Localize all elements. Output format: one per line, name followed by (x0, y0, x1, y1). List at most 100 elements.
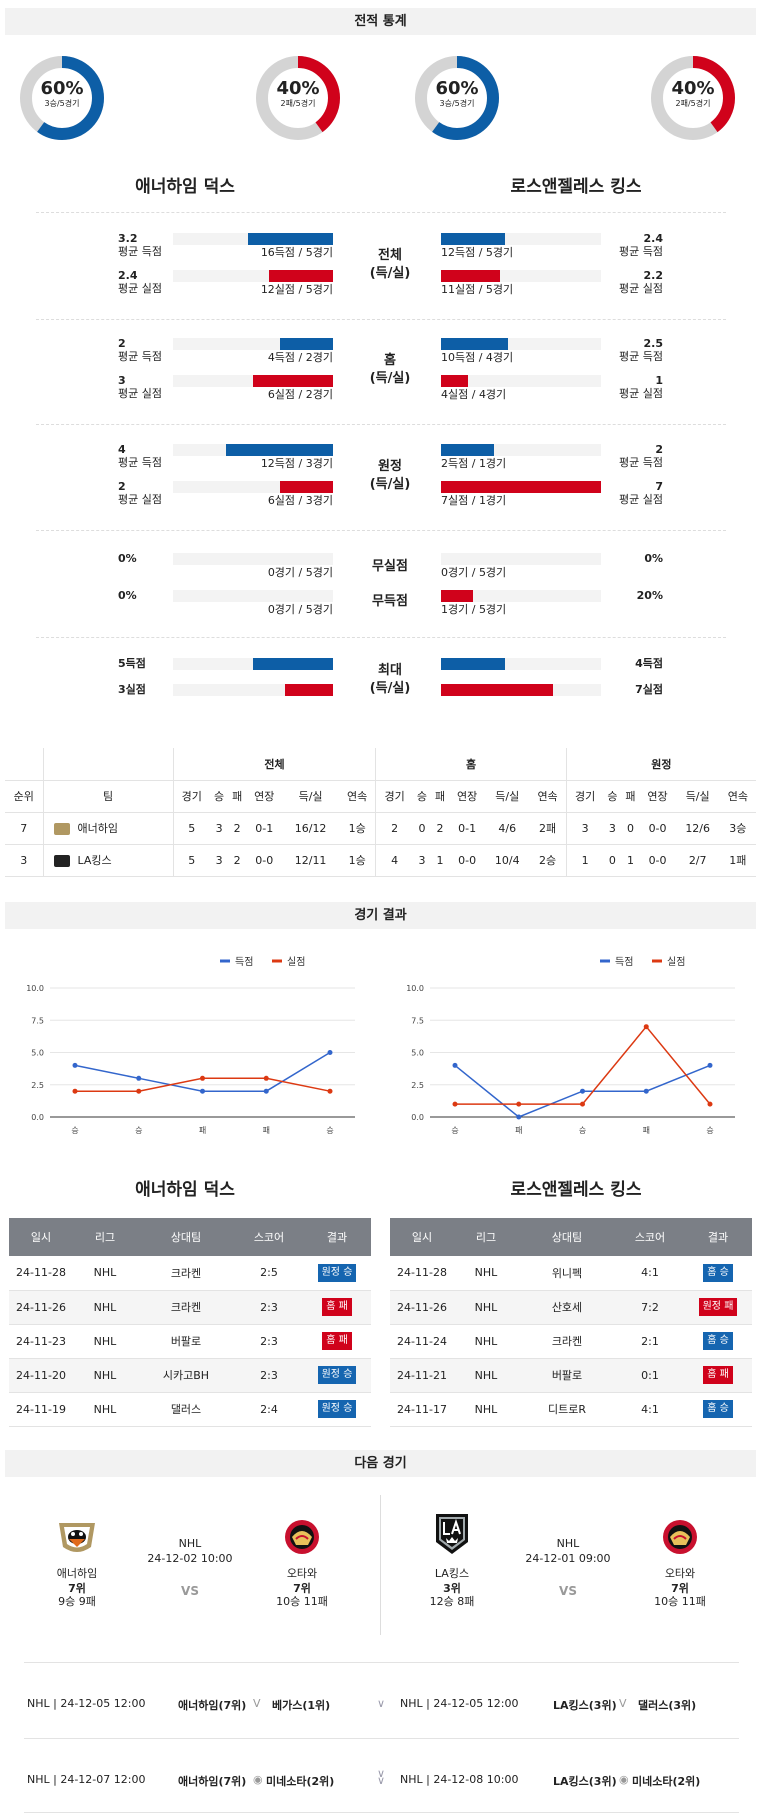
table-row: 24-11-26 NHL 크라켄 2:3 홈 패 (9, 1290, 371, 1325)
stat-value: 2.2 (643, 269, 664, 282)
ng1-team1-name: 애너하임 (56, 1567, 98, 1580)
donut-chart (651, 56, 735, 140)
score-cell: 0:1 (616, 1358, 684, 1393)
x-tick-label: 패 (643, 1125, 650, 1135)
opponent-cell: 크라켄 (137, 1256, 235, 1291)
stat-value: 7 (655, 480, 663, 493)
stat-label: 평균 실점 (619, 493, 663, 506)
stat-cell: 2 (228, 844, 247, 877)
home-team-name-2: 애너하임 덕스 (135, 1180, 235, 1200)
col-header: 득/실 (282, 780, 339, 813)
upcoming-2-right-icon: ◉ (619, 1773, 629, 1786)
result-badge: 원정 패 (698, 1298, 738, 1316)
stat-value: 3.2 (118, 232, 138, 245)
stat-bar (280, 481, 333, 493)
donut-label: 60% 3승/5경기 (412, 79, 502, 109)
date-cell: 24-11-28 (9, 1256, 73, 1291)
results-header: 일시 (9, 1218, 73, 1256)
col-header: 경기 (172, 780, 211, 813)
stat-label: 평균 득점 (619, 245, 663, 258)
result-cell: 홈 패 (684, 1358, 752, 1393)
donut-label: 40% 2패/5경기 (253, 79, 343, 109)
date-cell: 24-11-21 (390, 1358, 454, 1393)
stat-cell: 2 (431, 812, 450, 845)
y-tick-label: 0.0 (31, 1113, 44, 1122)
stat-cell: 3 (565, 812, 604, 845)
stat-cell: 2 (375, 812, 413, 845)
divider (36, 319, 726, 320)
stat-bar (441, 658, 505, 670)
x-tick-label: 승 (451, 1126, 458, 1135)
bar-track (441, 375, 601, 387)
bar-caption: 4득점 / 2경기 (267, 351, 333, 364)
stat-value: 2.5 (643, 337, 664, 350)
data-point (136, 1088, 142, 1094)
bar-track (441, 553, 601, 565)
data-point (580, 1101, 585, 1107)
away-results-table: 일시 리그 상대팀 스코어 결과 24-11-28 NHL 위니펙 4:1 홈 승 24-11-26… (390, 1218, 752, 1427)
league-cell: NHL (454, 1256, 518, 1291)
stat-value: 4 (118, 443, 126, 456)
col-header: 연속 (529, 780, 567, 813)
stat-bar (441, 375, 468, 387)
away-team-name-2: 로스앤젤레스 킹스 (510, 1180, 642, 1200)
col-rank: 순위 (5, 780, 43, 813)
stat-cell: 1패 (719, 844, 756, 877)
data-point (72, 1062, 78, 1068)
col-header: 연속 (719, 780, 756, 813)
stat-cell: 4 (375, 844, 413, 877)
home-results-table: 일시 리그 상대팀 스코어 결과 24-11-28 NHL 크라켄 2:5 원정 승 24-11-2… (9, 1218, 371, 1427)
bar-track (173, 590, 333, 602)
double-chevron-down-icon[interactable]: ∨ ∨ (377, 1767, 386, 1787)
stat-value: 20% (636, 589, 663, 602)
score-cell: 4:1 (616, 1392, 684, 1427)
donut-label: 40% 2패/5경기 (648, 79, 738, 109)
league-cell: NHL (454, 1290, 518, 1325)
stat-value: 2.4 (643, 232, 664, 245)
chevron-down-icon[interactable]: ∨ (377, 1697, 386, 1710)
stat-cell: 2승 (529, 844, 567, 877)
ng2-vs: VS (559, 1584, 577, 1598)
stat-label: 평균 득점 (118, 350, 162, 363)
date-cell: 24-11-19 (9, 1392, 73, 1427)
table-row: 24-11-28 NHL 크라켄 2:5 원정 승 (9, 1256, 371, 1291)
ng2-team1-name: LA킹스 (434, 1567, 470, 1580)
stat-label: 평균 실점 (118, 387, 162, 400)
y-tick-label: 5.0 (31, 1049, 44, 1058)
donut-percent: 40% (671, 78, 715, 99)
bar-track (173, 553, 333, 565)
stat-cell: 1승 (338, 812, 376, 845)
ducks-logo-icon (53, 823, 70, 835)
team-cell: 애너하임 (42, 812, 173, 845)
ng1-team2-name: 오타와 (286, 1567, 318, 1580)
col-header: 패 (228, 780, 247, 813)
opponent-cell: 위니펙 (518, 1256, 616, 1291)
result-cell: 홈 승 (684, 1392, 752, 1427)
section-match-results: 경기 결과 (5, 902, 756, 929)
stat-cell: 4/6 (485, 812, 530, 845)
bar-caption: 12득점 / 5경기 (441, 246, 514, 259)
next-game-divider (380, 1495, 381, 1635)
ng1-team1-rank: 7위 (68, 1582, 86, 1595)
score-cell: 4:1 (616, 1256, 684, 1291)
donut-chart (415, 56, 499, 140)
data-point (72, 1088, 78, 1094)
stat-value: 1 (655, 374, 663, 387)
group-label-sub: (득/실) (369, 371, 411, 386)
league-cell: NHL (454, 1392, 518, 1427)
table-row: 24-11-17 NHL 디트로R 4:1 홈 승 (390, 1392, 752, 1427)
bar-track (441, 590, 601, 602)
result-cell: 원정 패 (684, 1290, 752, 1325)
stat-value: 3실점 (118, 683, 146, 696)
stat-value: 2 (118, 337, 126, 350)
donut-subtext: 2패/5경기 (675, 99, 711, 108)
team-cell: LA킹스 (42, 844, 173, 877)
stat-label: 평균 득점 (118, 245, 162, 258)
table-row: 24-11-19 NHL 댈러스 2:4 원정 승 (9, 1392, 371, 1427)
league-cell: NHL (73, 1392, 137, 1427)
stat-label: 평균 실점 (619, 282, 663, 295)
upcoming-2-left-team1: 애너하임(7위) (178, 1775, 247, 1788)
score-cell: 2:4 (235, 1392, 303, 1427)
away-results-chart: 0.0 2.5 5.0 7.5 10.0 승 패 승 패 승 득점 실점 (406, 956, 735, 1135)
table-row: 24-11-24 NHL 크라켄 2:1 홈 승 (390, 1324, 752, 1359)
